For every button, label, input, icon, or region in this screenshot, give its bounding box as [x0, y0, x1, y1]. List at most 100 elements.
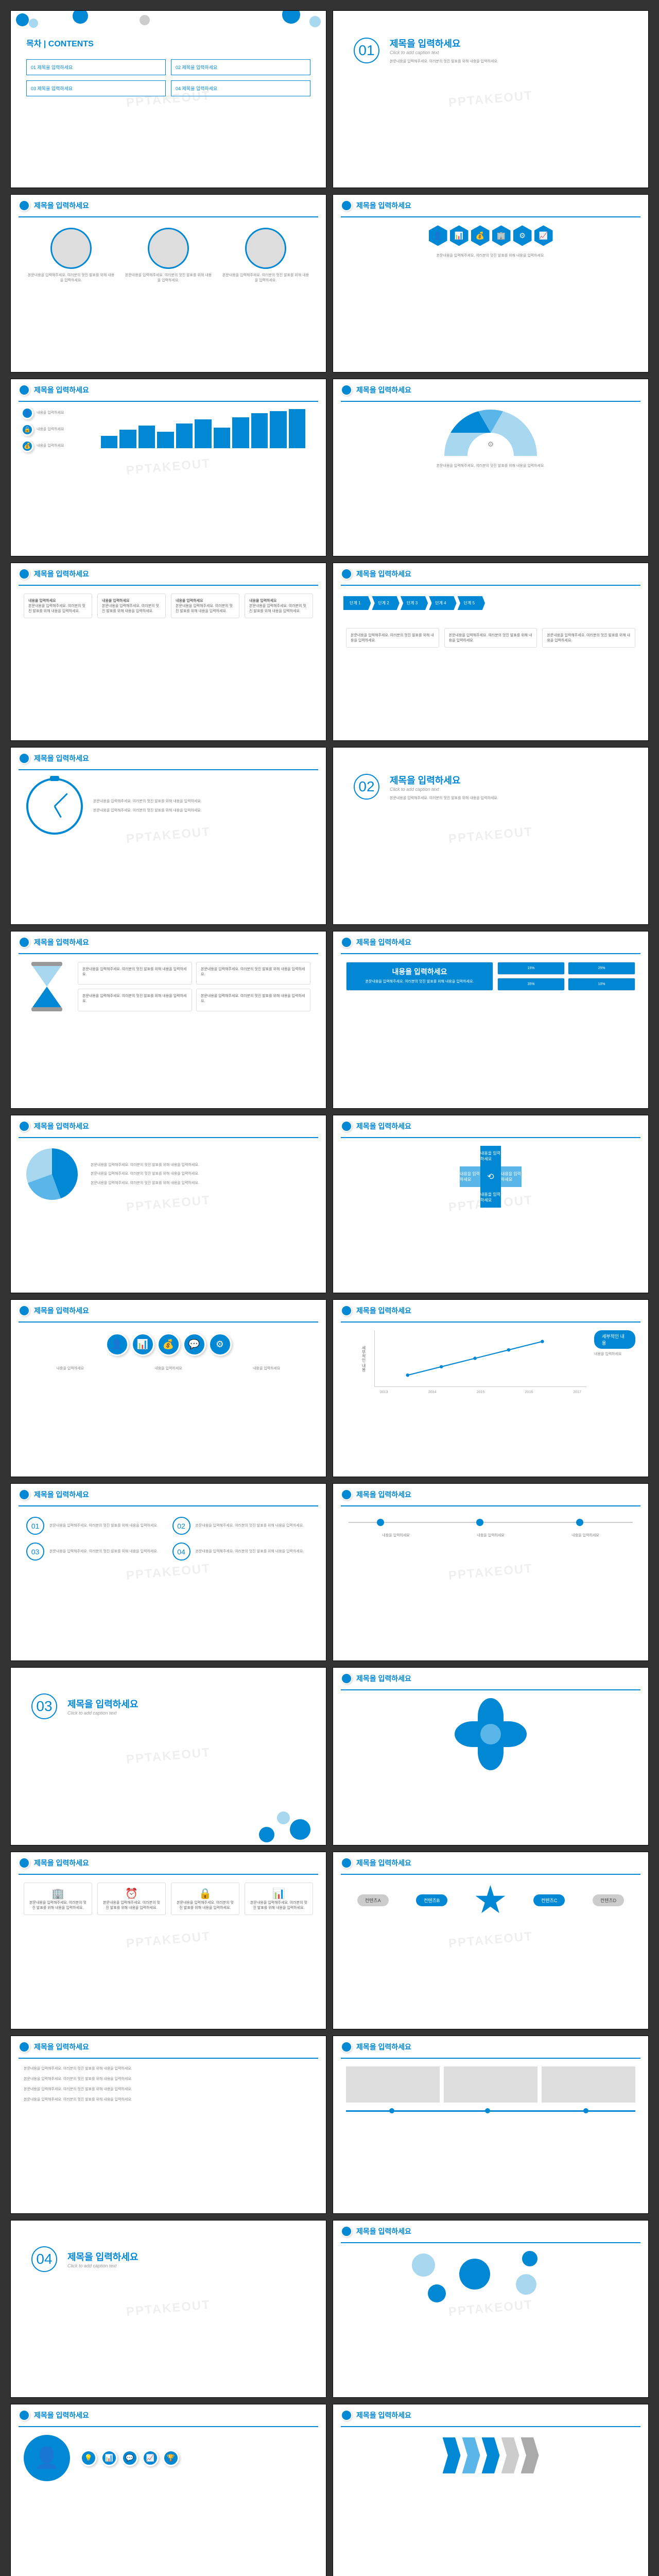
- info-box: 내용을 입력하세요본문내용을 입력해주세요. 여러분의 멋진 발표를 위해 내용…: [245, 594, 313, 618]
- header-icon: [341, 1121, 352, 1132]
- watermark: PPTAKEOUT: [448, 1562, 533, 1583]
- header-icon: [19, 2041, 30, 2053]
- x-tick: 2016: [525, 1391, 533, 1394]
- arrow-chain: 단계 1 단계 2 단계 3 단계 4 단계 5: [333, 586, 648, 620]
- slide-chevrons: 제목을 입력하세요: [333, 2404, 649, 2576]
- slide-bar-chart: 제목을 입력하세요 PPTAKEOUT 👤내용을 입력하세요 🔒내용을 입력하세…: [10, 379, 326, 556]
- slide-title: 제목을 입력하세요: [34, 1489, 89, 1500]
- arrow-step: 단계 1: [343, 596, 371, 610]
- info-box: 본문내용을 입력해주세요. 여러분의 멋진 발표를 위해 내용을 입력하세요.: [78, 962, 192, 985]
- timeline-line: [349, 1522, 633, 1523]
- watermark: PPTAKEOUT: [126, 2298, 211, 2319]
- hourglass-icon: [26, 962, 67, 1011]
- num-badge: 03: [26, 1543, 44, 1561]
- slide-title: 제목을 입력하세요: [356, 2226, 411, 2236]
- contents-item: 02 제목을 입력하세요: [171, 59, 310, 75]
- hex-icon: 🏢: [492, 225, 511, 246]
- hex-icon: 💰: [471, 225, 490, 246]
- cross-diagram: 내용을 입력하세요 내용을 입력하세요 ⟲ 내용을 입력하세요 내용을 입력하세…: [460, 1146, 522, 1208]
- pct-value: 15%: [527, 967, 534, 970]
- list-text: 내용을 입력하세요: [37, 427, 64, 432]
- cross-cell: 내용을 입력하세요: [480, 1146, 501, 1166]
- slide-section-02: PPTAKEOUT 02 제목을 입력하세요 Click to add capt…: [333, 747, 649, 925]
- skill-icon: 💡: [80, 2450, 97, 2466]
- slide-cross: 제목을 입력하세요 PPTAKEOUT 내용을 입력하세요 내용을 입력하세요 …: [333, 1115, 649, 1293]
- skill-icon: 📈: [142, 2450, 159, 2466]
- skill-icon: 📊: [101, 2450, 117, 2466]
- header-icon: [19, 1305, 30, 1316]
- tag-pill: 컨텐츠B: [416, 1894, 447, 1906]
- header-icon: [341, 568, 352, 580]
- box-title: 내용을 입력하세요: [28, 599, 56, 603]
- skill-icon: 🏆: [163, 2450, 179, 2466]
- slide-starburst: 제목을 입력하세요 PPTAKEOUT 컨텐츠A 컨텐츠B 컨텐츠C 컨텐츠D: [333, 1852, 649, 2029]
- gear-label: 내용을 입력하세요: [24, 1366, 117, 1371]
- icon-box: 📊본문내용을 입력해주세요. 여러분의 멋진 발표를 위해 내용을 입력하세요.: [245, 1883, 313, 1915]
- x-tick: 2017: [573, 1391, 581, 1394]
- slide-photo-row: 제목을 입력하세요: [333, 2036, 649, 2213]
- x-tick: 2015: [477, 1391, 485, 1394]
- section-title: 제목을 입력하세요: [390, 37, 498, 50]
- watermark: PPTAKEOUT: [448, 1929, 533, 1951]
- pct-box: 10%: [568, 978, 635, 991]
- hex-icon: ⚙: [513, 225, 532, 246]
- slide-text-only: 제목을 입력하세요 본문내용을 입력해주세요. 여러분의 멋진 발표를 위해 내…: [10, 2036, 326, 2213]
- arc-chart: ⚙: [444, 410, 537, 456]
- slide-title: 제목을 입력하세요: [356, 2410, 411, 2420]
- photo-placeholder: [444, 2066, 537, 2103]
- icon-box: 🔒본문내용을 입력해주세요. 여러분의 멋진 발표를 위해 내용을 입력하세요.: [171, 1883, 239, 1915]
- arrow-step: 단계 5: [458, 596, 485, 610]
- slide-title: 제목을 입력하세요: [356, 2042, 411, 2052]
- header-icon: [19, 753, 30, 764]
- section-desc: 본문내용을 입력해주세요. 여러분의 멋진 발표를 위해 내용을 입력하세요.: [390, 796, 498, 801]
- hex-icon: 📈: [534, 225, 553, 246]
- pie-desc: 본문내용을 입력해주세요. 여러분의 멋진 발표를 위해 내용을 입력하세요.: [91, 1172, 310, 1177]
- cross-cell: 내용을 입력하세요: [501, 1166, 522, 1187]
- arc-desc: 본문내용을 입력해주세요. 여러분의 멋진 발표를 위해 내용을 입력하세요.: [333, 464, 648, 469]
- slide-icon-boxes: 제목을 입력하세요 PPTAKEOUT 🏢본문내용을 입력해주세요. 여러분의 …: [10, 1852, 326, 2029]
- info-box: 내용을 입력하세요본문내용을 입력해주세요. 여러분의 멋진 발표를 위해 내용…: [171, 594, 239, 618]
- photo-placeholder: [346, 2066, 440, 2103]
- contents-heading: 목차 | CONTENTS: [26, 37, 310, 49]
- clock-desc: 본문내용을 입력해주세요. 여러분의 멋진 발표를 위해 내용을 입력하세요.: [93, 799, 310, 804]
- timeline-dot: [377, 1519, 384, 1526]
- gear-icon: 👤: [106, 1333, 129, 1356]
- header-icon: [19, 1489, 30, 1500]
- slide-title: 제목을 입력하세요: [356, 200, 411, 211]
- photo-circle: [148, 228, 189, 269]
- section-number: 02: [354, 774, 379, 800]
- box-title: 내용을 입력하세요: [249, 599, 276, 603]
- x-tick: 2014: [428, 1391, 437, 1394]
- chevron: [462, 2437, 480, 2473]
- header-icon: [341, 2226, 352, 2237]
- box-text: 본문내용을 입력해주세요. 여러분의 멋진 발표를 위해 내용을 입력하세요.: [28, 604, 85, 613]
- timeline-dot: [476, 1519, 483, 1526]
- slide-title: 제목을 입력하세요: [34, 2042, 89, 2052]
- header-icon: [341, 200, 352, 211]
- slide-arc-chart: 제목을 입력하세요 ⚙ 본문내용을 입력해주세요. 여러분의 멋진 발표를 위해…: [333, 379, 649, 556]
- pct-box: 25%: [568, 962, 635, 975]
- cross-cell: 내용을 입력하세요: [480, 1187, 501, 1208]
- slide-avatar: 제목을 입력하세요 👤 💡 📊 💬 📈 🏆: [10, 2404, 326, 2576]
- info-box: 본문내용을 입력해주세요. 여러분의 멋진 발표를 위해 내용을 입력하세요.: [444, 628, 537, 648]
- slide-percent-boxes: 제목을 입력하세요 내용을 입력하세요 본문내용을 입력해주세요. 여러분의 멋…: [333, 931, 649, 1109]
- info-box: 내용을 입력하세요본문내용을 입력해주세요. 여러분의 멋진 발표를 위해 내용…: [97, 594, 166, 618]
- list-icon: 🔒: [21, 423, 33, 436]
- icon-box-text: 본문내용을 입력해주세요. 여러분의 멋진 발표를 위해 내용을 입력하세요.: [28, 1900, 88, 1910]
- skill-icon: 💬: [122, 2450, 138, 2466]
- contents-item: 04 제목을 입력하세요: [171, 80, 310, 96]
- section-title: 제목을 입력하세요: [67, 2250, 138, 2263]
- gear-icon: 📊: [131, 1333, 154, 1356]
- para: 본문내용을 입력해주세요. 여러분의 멋진 발표를 위해 내용을 입력하세요.: [24, 2077, 313, 2082]
- header-icon: [341, 384, 352, 396]
- para: 본문내용을 입력해주세요. 여러분의 멋진 발표를 위해 내용을 입력하세요.: [24, 2087, 313, 2092]
- watermark: PPTAKEOUT: [126, 1929, 211, 1951]
- watermark: PPTAKEOUT: [448, 825, 533, 846]
- timeline-label: 내용을 입력하세요: [538, 1533, 633, 1538]
- num-badge: 02: [172, 1517, 190, 1535]
- slide-pie: 제목을 입력하세요 PPTAKEOUT 본문내용을 입력해주세요. 여러분의 멋…: [10, 1115, 326, 1293]
- x-tick: 2013: [380, 1391, 388, 1394]
- slide-hourglass: 제목을 입력하세요 본문내용을 입력해주세요. 여러분의 멋진 발표를 위해 내…: [10, 931, 326, 1109]
- info-box: 내용을 입력하세요본문내용을 입력해주세요. 여러분의 멋진 발표를 위해 내용…: [24, 594, 92, 618]
- bubble: [428, 2284, 446, 2302]
